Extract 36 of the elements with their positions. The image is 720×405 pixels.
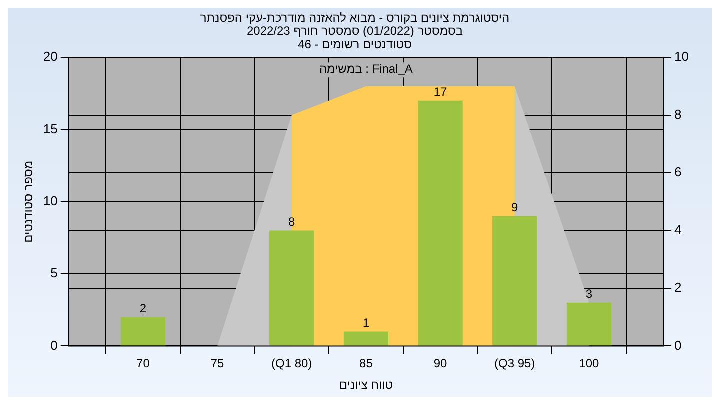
x-tick-label: (Q3 95) xyxy=(494,356,536,371)
annotation: במשימה : Final_A xyxy=(319,62,413,76)
data-label: 8 xyxy=(288,215,296,230)
y-tick-label: 0 xyxy=(50,338,58,353)
y2-tick-label: 10 xyxy=(674,49,690,64)
y2-tick-label: 0 xyxy=(674,338,682,353)
data-label: 17 xyxy=(434,85,448,100)
text: בסמסטר (01/2022) סמסטר חורף 2022/23 xyxy=(246,24,464,38)
y-tick-label: 15 xyxy=(43,121,58,136)
bar xyxy=(418,100,463,346)
y-tick-label: 10 xyxy=(43,193,58,208)
y-axis-title: מספר סטודנטים xyxy=(22,160,36,243)
x-axis-title: טווח ציונים xyxy=(339,378,394,392)
data-label: 2 xyxy=(140,302,147,316)
bar xyxy=(270,230,314,346)
y2-tick-label: 4 xyxy=(674,222,682,238)
x-tick-label: 75 xyxy=(210,356,225,371)
x-tick-label: 85 xyxy=(360,356,374,371)
bar xyxy=(492,216,538,346)
text: היסטוגרמת ציונים בקורס - מבוא להאזנה מודרכת-עקי הפסנתר xyxy=(200,10,510,25)
bar xyxy=(344,332,388,346)
y2-tick-label: 8 xyxy=(674,106,682,122)
data-label: 9 xyxy=(512,200,519,215)
y-tick-label: 5 xyxy=(50,266,58,281)
x-tick-label: 100 xyxy=(579,356,600,371)
y2-tick-label: 6 xyxy=(674,164,682,180)
bar xyxy=(566,302,612,346)
bar xyxy=(120,317,166,346)
x-tick-label: 70 xyxy=(136,356,150,371)
text: סטודנטים רשומים - 46 xyxy=(298,37,412,52)
data-label: 3 xyxy=(586,287,593,302)
y2-tick-label: 2 xyxy=(674,280,682,296)
y-tick-label: 20 xyxy=(43,49,58,64)
x-tick-label: 90 xyxy=(434,356,448,371)
data-label: 1 xyxy=(362,316,370,330)
x-tick-label: (Q1 80) xyxy=(272,356,312,371)
